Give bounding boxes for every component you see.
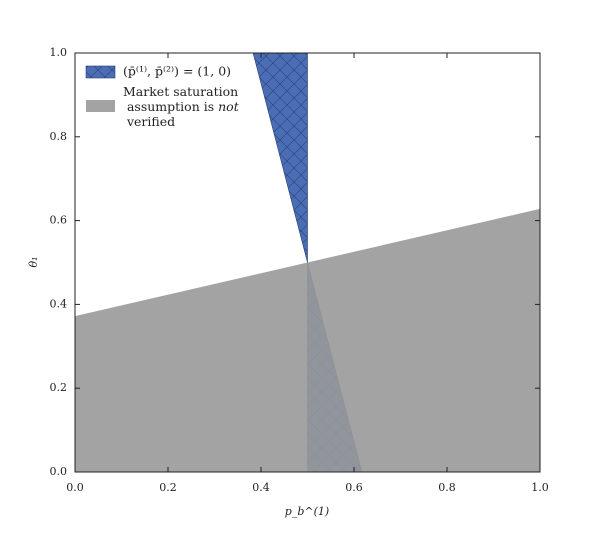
legend-swatch	[86, 100, 115, 112]
y-tick-label: 0.4	[50, 297, 68, 310]
y-tick-label: 0.0	[50, 465, 68, 478]
x-tick-label: 0.0	[66, 481, 84, 494]
x-tick-label: 0.8	[438, 481, 456, 494]
x-tick-label: 0.6	[345, 481, 363, 494]
y-axis-label: θ₁	[27, 256, 40, 267]
axes-frame	[74, 52, 541, 473]
legend-label: Market saturation assumption is not veri…	[123, 84, 240, 129]
x-tick-label: 1.0	[531, 481, 549, 494]
legend-label: (p̄⁽¹⁾, p̄⁽²⁾) = (1, 0)	[123, 64, 231, 79]
y-tick-label: 1.0	[50, 46, 68, 59]
plot-area	[75, 52, 540, 473]
x-tick-label: 0.2	[159, 481, 177, 494]
y-tick-label: 0.6	[50, 214, 68, 227]
x-axis-label: p_b^(1)	[285, 505, 329, 518]
y-tick-label: 0.8	[50, 130, 68, 143]
legend-swatch-hatch	[85, 65, 116, 79]
y-tick-label: 0.2	[50, 381, 68, 394]
x-tick-label: 0.4	[252, 481, 270, 494]
region	[75, 208, 540, 473]
